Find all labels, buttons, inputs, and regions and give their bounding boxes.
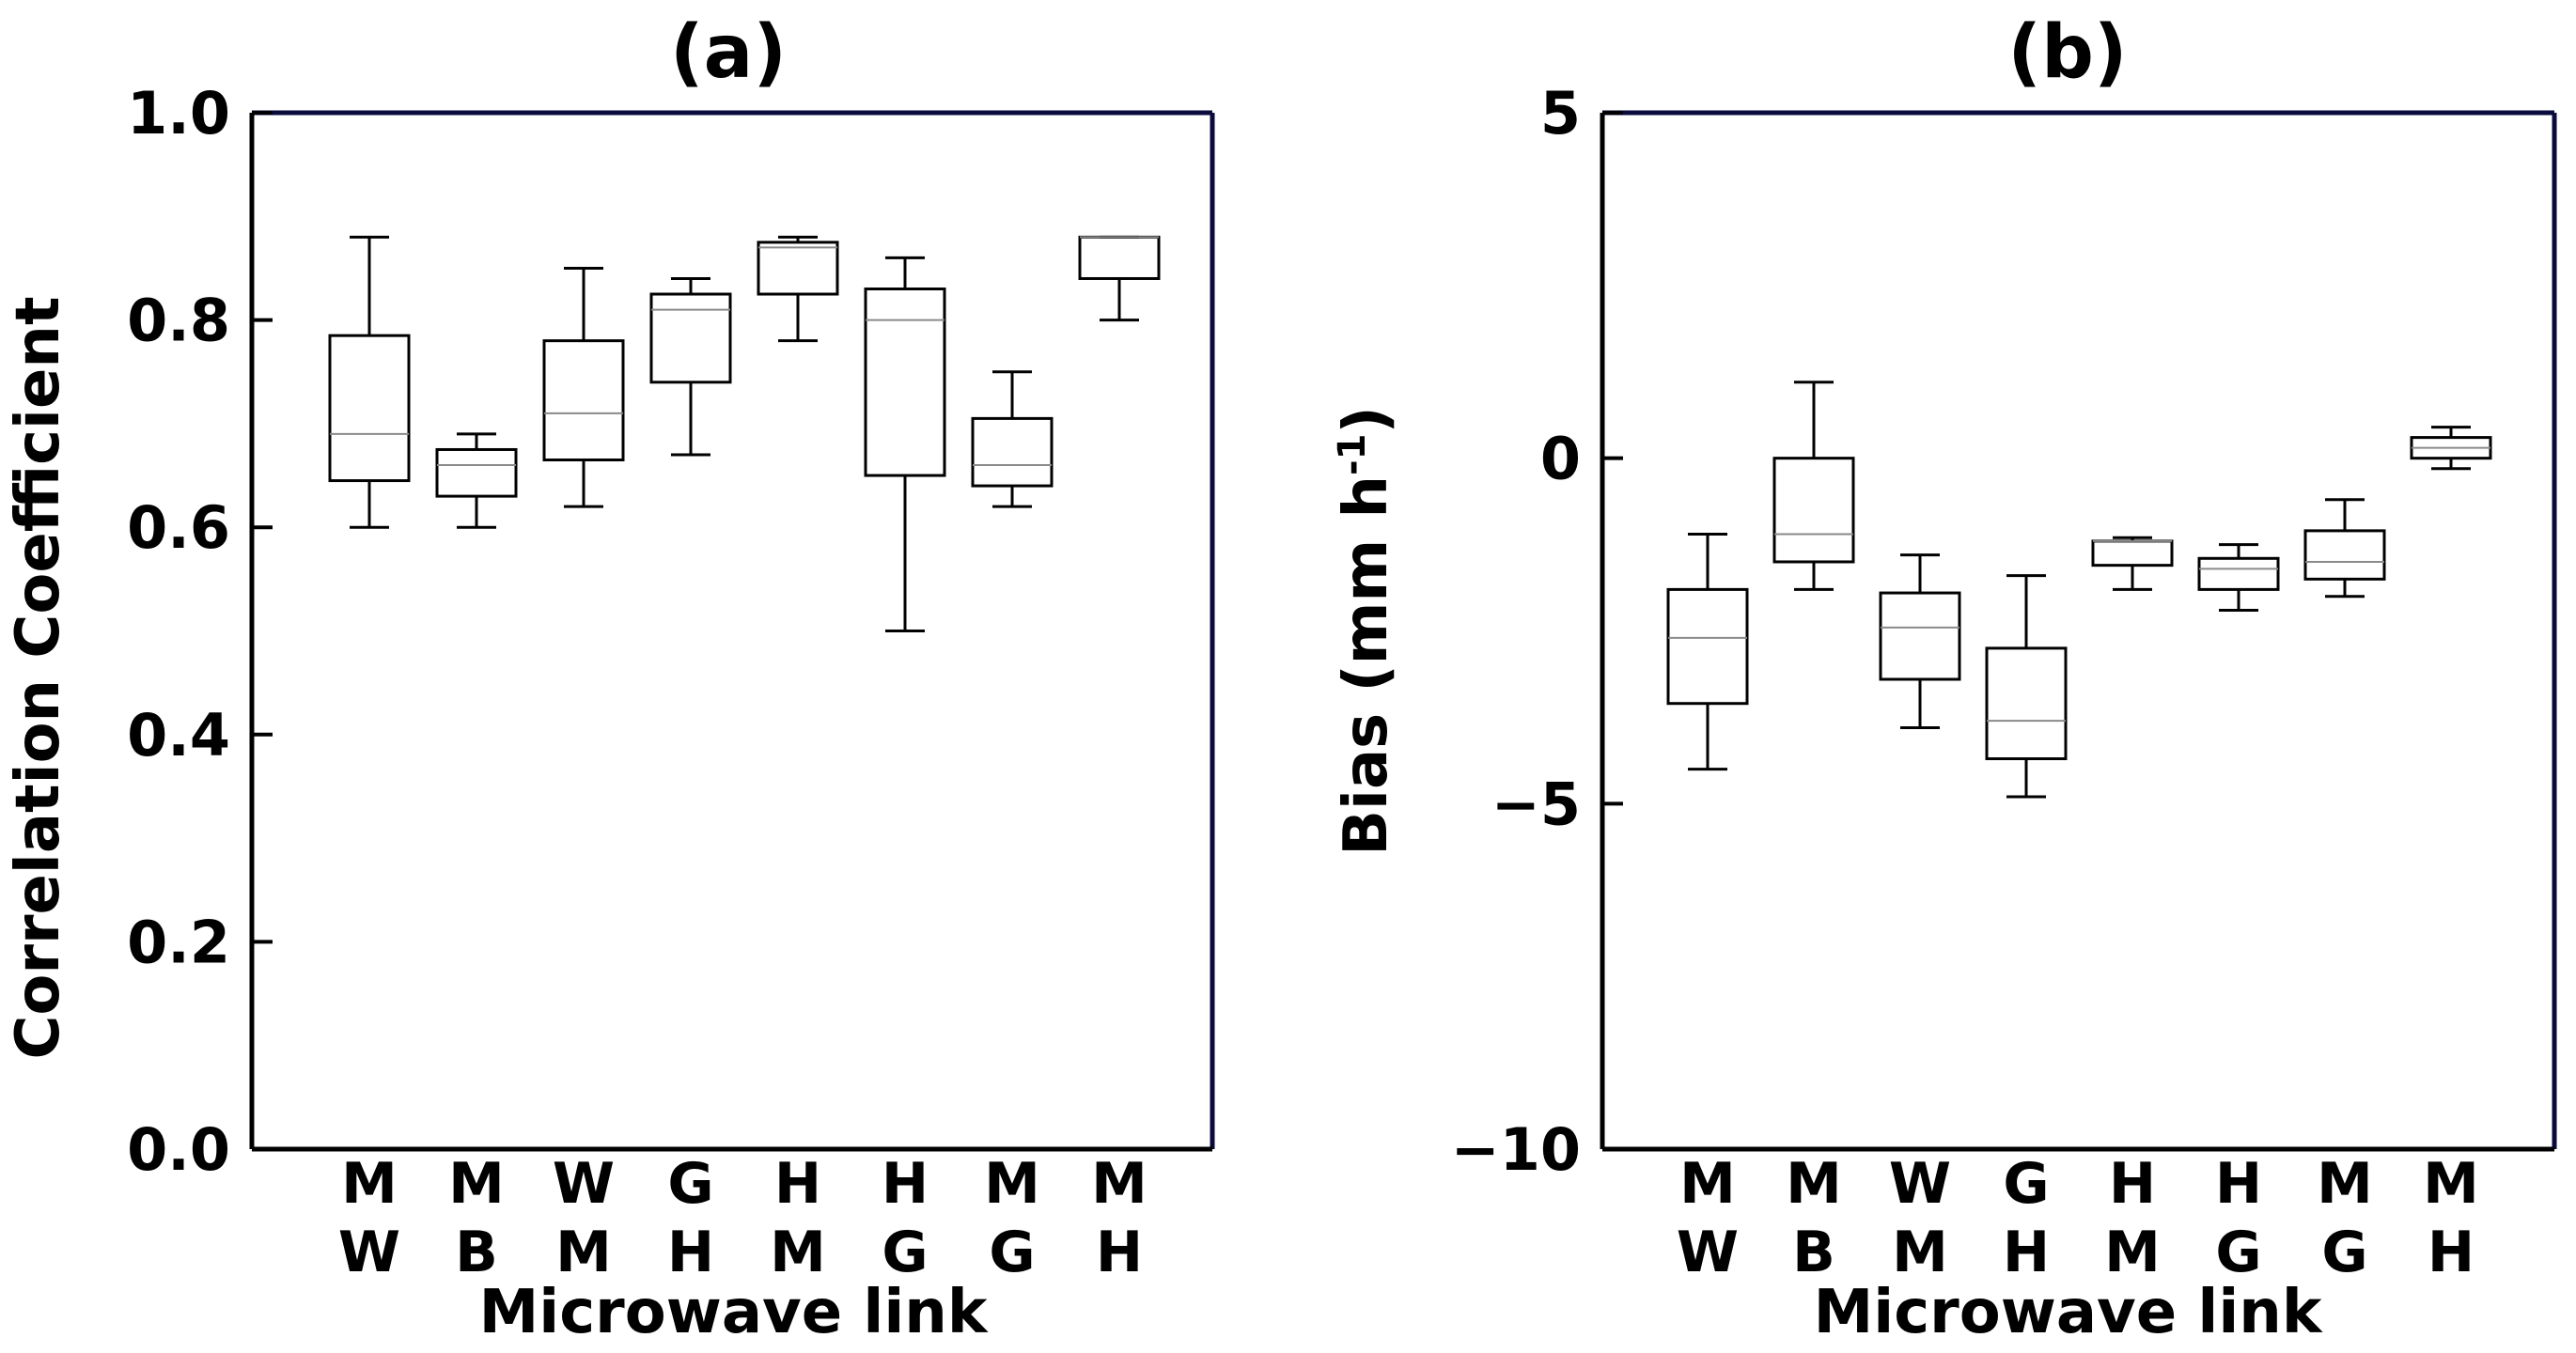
y-tick-label: 0.0 <box>127 1115 230 1184</box>
iqr-box <box>542 339 625 462</box>
y-tick-label: −10 <box>1451 1115 1581 1184</box>
x-tick-label-top: M <box>1679 1151 1736 1217</box>
y-tick-label: 0.4 <box>127 701 230 770</box>
x-tick-label-bottom: H <box>667 1220 714 1285</box>
box-plot-4 <box>649 276 732 457</box>
x-tick-label-top: H <box>774 1151 821 1217</box>
iqr-box <box>1772 457 1855 564</box>
x-tick-label-bottom: H <box>2428 1220 2475 1285</box>
x-tick-label-bottom: G <box>2215 1220 2261 1285</box>
x-tick-label-top: W <box>553 1151 615 1217</box>
box-plot-8 <box>1078 235 1161 322</box>
iqr-box <box>649 292 732 384</box>
box-plot-6 <box>864 256 946 632</box>
box-plot-3 <box>542 266 625 508</box>
y-tick-label: 0.2 <box>127 908 230 976</box>
x-tick-label-bottom: H <box>1096 1220 1143 1285</box>
x-tick-label-bottom: M <box>2104 1220 2161 1285</box>
box-plot-5 <box>2091 536 2174 591</box>
x-tick-label-top: M <box>1786 1151 1842 1217</box>
y-axis-label-superscript: -1 <box>1331 434 1374 475</box>
y-tick-label: 0.8 <box>127 287 230 355</box>
iqr-box <box>2091 539 2174 568</box>
x-tick-label-top: G <box>667 1151 713 1217</box>
x-tick-label-bottom: W <box>1677 1220 1739 1285</box>
box-plot-4 <box>1985 574 2068 799</box>
iqr-box <box>435 447 518 498</box>
box-plot-1 <box>1666 533 1749 771</box>
x-tick-label-bottom: G <box>989 1220 1035 1285</box>
x-tick-label-top: G <box>2003 1151 2049 1217</box>
y-tick-label: 5 <box>1540 79 1581 148</box>
y-axis-label: Bias (mm h-1) <box>1331 406 1401 855</box>
iqr-box <box>1985 646 2068 761</box>
iqr-box <box>2303 529 2386 581</box>
x-tick-label-bottom: W <box>338 1220 400 1285</box>
y-tick-label: 1.0 <box>127 79 230 148</box>
x-tick-label-bottom: B <box>455 1220 498 1285</box>
iqr-box <box>2197 556 2280 591</box>
box-plot-7 <box>2303 498 2386 599</box>
chart-title: (a) <box>670 10 787 95</box>
y-axis-label-close: ) <box>1332 406 1401 433</box>
y-tick-label: 0 <box>1540 425 1581 493</box>
x-tick-label-top: W <box>1889 1151 1951 1217</box>
x-tick-label-bottom: H <box>2003 1220 2050 1285</box>
y-tick-label: −5 <box>1491 770 1581 838</box>
box-plot-1 <box>328 235 411 529</box>
box-plot-6 <box>2197 543 2280 612</box>
x-tick-label-top: M <box>2317 1151 2373 1217</box>
x-tick-label-bottom: M <box>555 1220 612 1285</box>
x-tick-label-bottom: M <box>1892 1220 1948 1285</box>
x-axis-label: Microwave link <box>479 1278 989 1347</box>
x-tick-label-top: H <box>2109 1151 2156 1217</box>
x-tick-label-bottom: G <box>2321 1220 2367 1285</box>
box-plot-7 <box>971 370 1054 508</box>
panel-a: (a) 0.0 0.2 0.4 0.6 0.8 1.0 Correlation Coeffic… <box>4 10 1215 1347</box>
x-tick-label-top: M <box>2423 1151 2479 1217</box>
x-tick-label-top: H <box>2215 1151 2262 1217</box>
y-tick-label: 0.6 <box>127 493 230 562</box>
x-tick-label-bottom: M <box>770 1220 826 1285</box>
iqr-box <box>1078 235 1161 280</box>
iqr-box <box>971 416 1054 488</box>
x-tick-label-top: H <box>882 1151 929 1217</box>
chart-title: (b) <box>2007 10 2127 95</box>
iqr-box <box>757 241 839 296</box>
box-plot-2 <box>435 432 518 529</box>
x-tick-label-bottom: B <box>1792 1220 1835 1285</box>
x-tick-label-top: M <box>341 1151 398 1217</box>
x-axis-label: Microwave link <box>1814 1278 2323 1347</box>
x-tick-label-bottom: G <box>882 1220 928 1285</box>
x-tick-label-top: M <box>984 1151 1040 1217</box>
box-plot-8 <box>2410 426 2492 471</box>
box-plot-2 <box>1772 381 1855 591</box>
x-tick-label-top: M <box>1091 1151 1147 1217</box>
iqr-box <box>1879 591 1961 681</box>
box-plot-5 <box>757 235 839 343</box>
box-plot-3 <box>1879 553 1961 729</box>
iqr-box <box>328 334 411 483</box>
x-tick-label-top: M <box>448 1151 505 1217</box>
iqr-box <box>1666 587 1749 706</box>
iqr-box <box>864 288 946 477</box>
y-axis-label: Correlation Coefficient <box>4 296 73 1059</box>
